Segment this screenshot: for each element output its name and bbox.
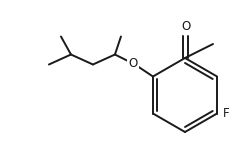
Text: O: O xyxy=(182,20,191,33)
Text: O: O xyxy=(128,57,138,70)
Text: F: F xyxy=(223,107,230,120)
